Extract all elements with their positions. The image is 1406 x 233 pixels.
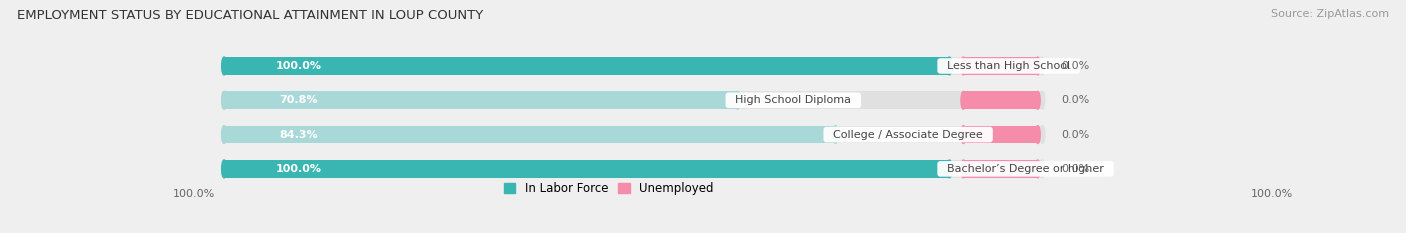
Circle shape: [222, 57, 226, 75]
Bar: [224, 57, 949, 75]
Circle shape: [1035, 91, 1040, 109]
Circle shape: [222, 126, 226, 144]
Circle shape: [222, 126, 226, 144]
Circle shape: [948, 57, 952, 75]
Circle shape: [1040, 91, 1045, 109]
Text: Bachelor’s Degree or higher: Bachelor’s Degree or higher: [941, 164, 1111, 174]
Circle shape: [222, 91, 226, 109]
Text: 0.0%: 0.0%: [1062, 95, 1090, 105]
Bar: [224, 126, 1042, 144]
Legend: In Labor Force, Unemployed: In Labor Force, Unemployed: [499, 178, 718, 200]
Text: 0.0%: 0.0%: [1062, 164, 1090, 174]
Circle shape: [735, 91, 740, 109]
Circle shape: [1040, 160, 1045, 178]
Bar: [224, 160, 1042, 178]
Bar: [963, 126, 1038, 144]
Circle shape: [222, 91, 226, 109]
Bar: [963, 160, 1038, 178]
Text: 0.0%: 0.0%: [1062, 130, 1090, 140]
Circle shape: [1040, 57, 1045, 75]
Text: High School Diploma: High School Diploma: [728, 95, 858, 105]
Bar: [963, 57, 1038, 75]
Circle shape: [834, 126, 838, 144]
Bar: [224, 91, 738, 109]
Text: 84.3%: 84.3%: [280, 130, 318, 140]
Text: 70.8%: 70.8%: [280, 95, 318, 105]
Bar: [224, 160, 949, 178]
Text: 100.0%: 100.0%: [276, 61, 322, 71]
Circle shape: [1035, 57, 1040, 75]
Text: Less than High School: Less than High School: [941, 61, 1077, 71]
Bar: [224, 57, 1042, 75]
Circle shape: [1040, 126, 1045, 144]
Text: EMPLOYMENT STATUS BY EDUCATIONAL ATTAINMENT IN LOUP COUNTY: EMPLOYMENT STATUS BY EDUCATIONAL ATTAINM…: [17, 9, 484, 22]
Circle shape: [960, 160, 966, 178]
Text: 0.0%: 0.0%: [1062, 61, 1090, 71]
Circle shape: [1035, 160, 1040, 178]
Circle shape: [222, 57, 226, 75]
Text: 100.0%: 100.0%: [276, 164, 322, 174]
Circle shape: [222, 160, 226, 178]
Text: Source: ZipAtlas.com: Source: ZipAtlas.com: [1271, 9, 1389, 19]
Circle shape: [1035, 126, 1040, 144]
Bar: [963, 91, 1038, 109]
Bar: [224, 126, 835, 144]
Circle shape: [960, 91, 966, 109]
Bar: [224, 91, 1042, 109]
Text: 100.0%: 100.0%: [173, 188, 215, 199]
Circle shape: [222, 160, 226, 178]
Text: College / Associate Degree: College / Associate Degree: [827, 130, 990, 140]
Circle shape: [948, 160, 952, 178]
Circle shape: [960, 126, 966, 144]
Circle shape: [960, 57, 966, 75]
Text: 100.0%: 100.0%: [1251, 188, 1294, 199]
